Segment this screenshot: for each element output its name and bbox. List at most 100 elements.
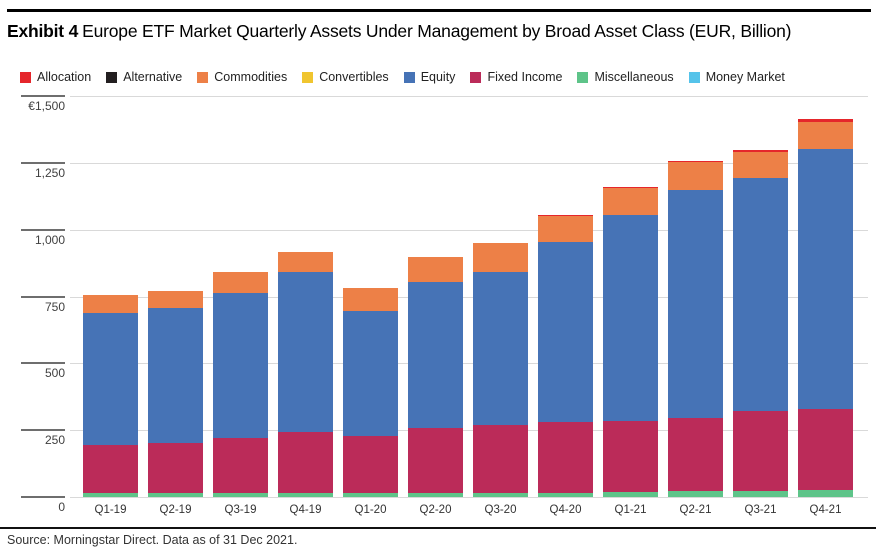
x-axis-label-Q2-21: Q2-21: [679, 504, 712, 516]
y-axis-tick: [21, 295, 65, 298]
y-axis-label: 0: [58, 500, 65, 514]
bar-Q1-20-segment-commodities: [343, 288, 398, 312]
gridline-750: [70, 296, 868, 298]
y-axis-tick: [21, 162, 65, 164]
x-axis-label-Q3-19: Q3-19: [224, 504, 257, 516]
bar-Q2-20-segment-equity: [408, 282, 463, 428]
gridline-500: [70, 363, 868, 365]
bar-Q4-19-segment-commodities: [278, 251, 333, 273]
gridline-1500: [70, 96, 868, 98]
bar-Q2-19-segment-commodities: [148, 290, 203, 309]
bar-Q1-21-segment-fixed-income: [603, 420, 658, 492]
gridline-1250: [70, 163, 868, 164]
legend-item-alternative: Alternative: [106, 70, 182, 84]
source-note: Source: Morningstar Direct. Data as of 3…: [7, 533, 298, 547]
x-axis-label-Q1-19: Q1-19: [94, 504, 127, 516]
bar-Q2-21-segment-equity: [668, 189, 723, 418]
legend-swatch-icon: [688, 71, 700, 83]
bar-Q3-21-segment-equity: [733, 177, 788, 411]
bar-Q1-20-segment-equity: [343, 311, 398, 436]
bar-Q3-20-segment-commodities: [473, 242, 528, 273]
bar-Q1-19-segment-equity: [83, 312, 138, 445]
y-axis-label: €1,500: [28, 99, 65, 114]
y-axis-label: 1,250: [34, 166, 65, 180]
gridline-1000: [70, 229, 868, 231]
bar-Q4-19-segment-equity: [278, 272, 333, 432]
bar-Q3-19-segment-commodities: [213, 272, 268, 293]
bar-Q4-19-segment-miscellaneous: [278, 493, 333, 497]
exhibit-title-text: Europe ETF Market Quarterly Assets Under…: [82, 21, 792, 41]
bar-Q1-20-segment-miscellaneous: [343, 492, 398, 497]
y-axis-tick: [21, 429, 65, 432]
legend-label: Miscellaneous: [594, 70, 674, 84]
bar-Q1-21-segment-equity: [603, 215, 658, 421]
y-axis-label: 1,000: [34, 232, 65, 247]
bar-Q3-21-segment-miscellaneous: [733, 491, 788, 497]
bar-Q4-21-segment-miscellaneous: [798, 490, 853, 497]
gridline-250: [70, 430, 868, 432]
bar-Q4-20-segment-allocation: [538, 215, 593, 216]
bar-Q2-20-segment-miscellaneous: [408, 492, 463, 497]
x-axis-label-Q3-21: Q3-21: [744, 504, 777, 516]
y-axis-tick: [21, 362, 65, 365]
legend-swatch-icon: [403, 71, 415, 83]
exhibit-title: Exhibit 4 Europe ETF Market Quarterly Ass…: [7, 21, 869, 42]
bar-Q2-20-segment-fixed-income: [408, 427, 463, 493]
bar-Q3-19-segment-miscellaneous: [213, 492, 268, 497]
footer-rule: [0, 527, 876, 529]
bar-Q2-20-segment-commodities: [408, 256, 463, 283]
bar-Q4-21-segment-equity: [798, 149, 853, 410]
legend-item-fixed-income: Fixed Income: [470, 70, 562, 84]
legend-label: Fixed Income: [487, 70, 563, 84]
bar-Q2-19-segment-fixed-income: [148, 442, 203, 493]
bar-Q2-21-segment-allocation: [668, 161, 723, 163]
legend-item-miscellaneous: Miscellaneous: [577, 70, 674, 84]
bar-Q1-19-segment-fixed-income: [83, 444, 138, 493]
y-axis-label: 500: [44, 366, 65, 381]
legend-swatch-icon: [106, 71, 118, 83]
gridline-0: [70, 497, 868, 498]
bar-Q1-21-segment-allocation: [603, 186, 658, 188]
bar-Q1-19-segment-miscellaneous: [83, 492, 138, 497]
bar-Q3-21-segment-allocation: [733, 149, 788, 153]
bar-Q3-20-segment-miscellaneous: [473, 492, 528, 497]
legend-label: Equity: [420, 70, 456, 84]
legend-label: Convertibles: [319, 70, 389, 84]
legend-swatch-icon: [20, 71, 31, 83]
exhibit-number: Exhibit 4: [7, 21, 79, 41]
bar-Q3-21-segment-commodities: [733, 152, 788, 178]
bar-Q3-19-segment-fixed-income: [213, 438, 268, 493]
bar-Q1-21-segment-commodities: [603, 187, 658, 216]
y-axis-label: 750: [44, 299, 65, 314]
x-axis-label-Q2-20: Q2-20: [419, 504, 452, 516]
bar-Q1-21-segment-miscellaneous: [603, 491, 658, 497]
legend-swatch-icon: [302, 71, 314, 83]
bar-Q1-20-segment-fixed-income: [343, 435, 398, 493]
y-axis-tick: [21, 228, 65, 231]
bar-Q4-21-segment-fixed-income: [798, 409, 853, 491]
bar-Q4-21-segment-commodities: [798, 121, 853, 150]
bar-Q2-19-segment-equity: [148, 308, 203, 443]
bar-Q3-19-segment-equity: [213, 292, 268, 439]
x-axis-label-Q2-19: Q2-19: [159, 504, 192, 516]
x-axis-label-Q1-20: Q1-20: [354, 504, 387, 516]
x-axis-label-Q4-20: Q4-20: [549, 504, 582, 516]
legend-label: Commodities: [214, 70, 288, 84]
y-axis-label: 250: [44, 433, 65, 448]
bar-Q4-20-segment-equity: [538, 242, 593, 423]
legend-swatch-icon: [577, 71, 589, 83]
chart-legend: Allocation Alternative Commodities Converti…: [20, 70, 785, 84]
x-axis-label-Q4-19: Q4-19: [289, 504, 322, 516]
legend-label: Money Market: [705, 70, 785, 84]
bar-Q3-20-segment-fixed-income: [473, 424, 528, 493]
legend-swatch-icon: [197, 71, 209, 83]
y-axis-tick: [21, 496, 65, 498]
top-rule: [7, 9, 871, 12]
x-axis-label-Q4-21: Q4-21: [809, 504, 842, 516]
bar-Q2-21-segment-fixed-income: [668, 417, 723, 492]
legend-label: Allocation: [37, 70, 92, 84]
bar-Q2-21-segment-commodities: [668, 162, 723, 190]
y-axis-tick: [21, 95, 65, 98]
bar-Q4-21-segment-allocation: [798, 118, 853, 122]
